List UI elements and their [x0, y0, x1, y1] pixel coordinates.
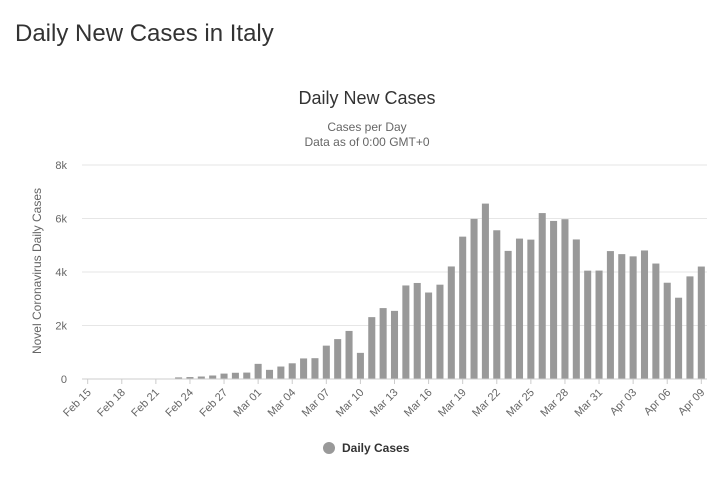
y-axis-label: Novel Coronavirus Daily Cases: [30, 188, 44, 354]
legend[interactable]: Daily Cases: [323, 441, 410, 455]
bar[interactable]: [675, 298, 682, 379]
x-tick-label: Mar 13: [368, 387, 401, 420]
x-tick-label: Mar 10: [334, 387, 367, 420]
bar[interactable]: [311, 358, 318, 379]
bar[interactable]: [550, 221, 557, 379]
x-tick-label: Mar 19: [436, 387, 469, 420]
x-tick-label: Feb 27: [197, 387, 230, 420]
y-tick-label: 6k: [55, 214, 67, 226]
bar[interactable]: [209, 375, 216, 379]
x-tick-label: Apr 03: [608, 387, 639, 418]
bar[interactable]: [516, 239, 523, 379]
bar[interactable]: [686, 276, 693, 379]
bar[interactable]: [493, 230, 500, 379]
x-tick-label: Apr 09: [676, 387, 707, 418]
chart-subtitle-line-2: Data as of 0:00 GMT+0: [304, 135, 429, 149]
x-tick-label: Mar 28: [538, 387, 571, 420]
legend-marker[interactable]: [323, 442, 335, 454]
x-tick-label: Feb 15: [61, 387, 94, 420]
x-tick-label: Mar 25: [504, 387, 537, 420]
bar[interactable]: [402, 285, 409, 379]
bar[interactable]: [539, 213, 546, 379]
x-tick-label: Feb 24: [163, 387, 196, 420]
bar[interactable]: [221, 374, 228, 379]
bar[interactable]: [641, 250, 648, 379]
x-tick-label: Mar 31: [572, 387, 605, 420]
bar[interactable]: [630, 256, 637, 379]
y-tick-label: 4k: [55, 267, 67, 279]
y-tick-label: 8k: [55, 160, 67, 172]
bar[interactable]: [436, 285, 443, 379]
x-tick-label: Feb 21: [129, 387, 162, 420]
bar[interactable]: [482, 204, 489, 379]
bar[interactable]: [448, 266, 455, 379]
x-tick-label: Feb 18: [95, 387, 128, 420]
x-tick-label: Mar 04: [266, 387, 299, 420]
bar[interactable]: [527, 240, 534, 379]
y-tick-label: 2k: [55, 321, 67, 333]
bar[interactable]: [346, 331, 353, 379]
bar[interactable]: [459, 237, 466, 379]
bars: [164, 204, 705, 379]
bar[interactable]: [334, 339, 341, 379]
y-axis-ticks: 0 2k 4k 6k 8k: [55, 160, 67, 386]
x-tick-label: Mar 16: [402, 387, 435, 420]
bar[interactable]: [391, 311, 398, 379]
bar[interactable]: [664, 283, 671, 379]
x-tick-label: Mar 22: [470, 387, 503, 420]
legend-label[interactable]: Daily Cases: [342, 441, 410, 455]
bar[interactable]: [561, 219, 568, 379]
chart-title: Daily New Cases: [298, 88, 435, 108]
bar[interactable]: [357, 353, 364, 379]
bar[interactable]: [471, 219, 478, 379]
bar[interactable]: [289, 363, 296, 379]
y-tick-label: 0: [61, 374, 67, 386]
bar[interactable]: [596, 271, 603, 379]
bar[interactable]: [300, 358, 307, 379]
x-tick-label: Mar 01: [232, 387, 265, 420]
bar[interactable]: [255, 364, 262, 379]
chart-subtitle-line-1: Cases per Day: [327, 120, 406, 134]
bar[interactable]: [505, 251, 512, 379]
bar[interactable]: [368, 317, 375, 379]
bar[interactable]: [266, 370, 273, 379]
bar[interactable]: [380, 308, 387, 379]
bar[interactable]: [323, 346, 330, 379]
bar[interactable]: [584, 271, 591, 379]
x-tick-label: Mar 07: [300, 387, 333, 420]
x-tick-label: Apr 06: [642, 387, 673, 418]
bar[interactable]: [243, 373, 250, 379]
bar[interactable]: [698, 267, 705, 379]
bar[interactable]: [652, 264, 659, 379]
bar[interactable]: [232, 373, 239, 379]
bar[interactable]: [607, 251, 614, 379]
bar[interactable]: [425, 293, 432, 379]
bar[interactable]: [573, 239, 580, 379]
bar[interactable]: [277, 367, 284, 379]
bar[interactable]: [618, 254, 625, 379]
bar[interactable]: [414, 283, 421, 379]
